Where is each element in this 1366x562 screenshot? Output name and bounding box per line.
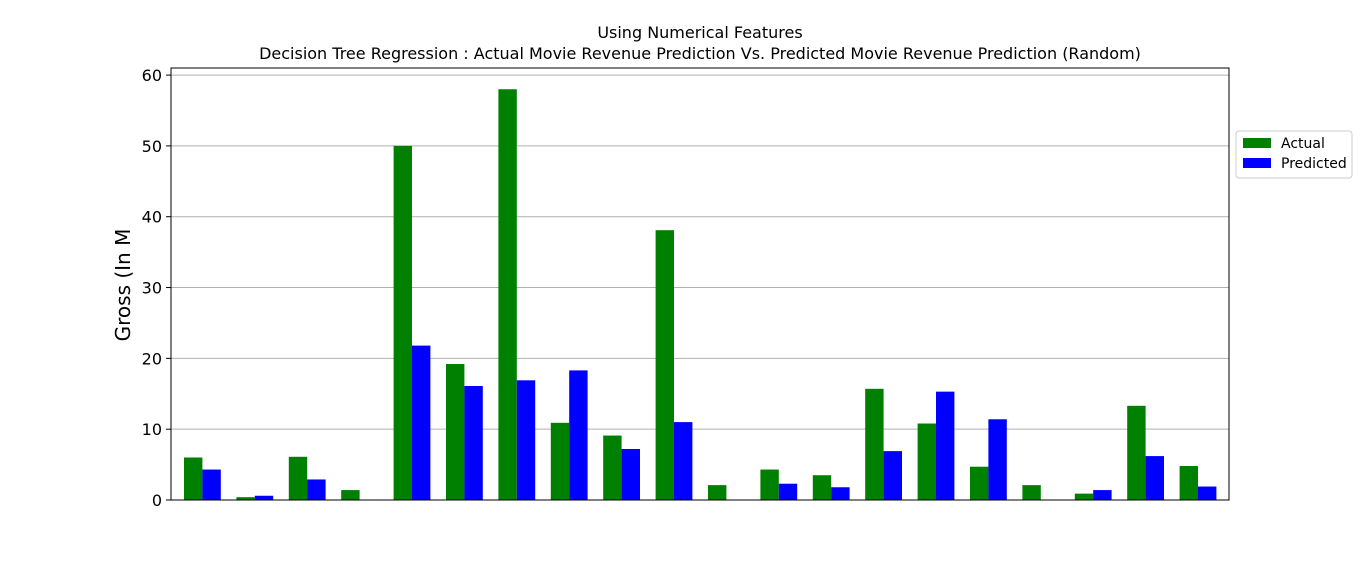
bar-predicted xyxy=(1198,486,1217,500)
y-tick-label: 10 xyxy=(142,420,162,439)
y-axis-ticks: 0 10 20 30 40 50 60 xyxy=(142,66,171,510)
legend-swatch xyxy=(1243,138,1271,148)
bar-predicted xyxy=(464,385,483,500)
y-tick-label: 0 xyxy=(152,491,162,510)
bar-predicted xyxy=(307,479,326,500)
bar-actual xyxy=(865,388,884,500)
bar-predicted xyxy=(988,419,1007,500)
bar-actual xyxy=(760,469,779,500)
bar-predicted xyxy=(831,487,850,500)
y-tick-label: 30 xyxy=(142,279,162,298)
bar-actual xyxy=(708,485,727,500)
y-axis-label: Gross (In M xyxy=(111,229,135,342)
bar-actual xyxy=(655,230,674,500)
bar-actual xyxy=(1179,466,1198,500)
bar-actual xyxy=(393,145,412,500)
bar-predicted xyxy=(254,495,274,500)
bar-predicted xyxy=(516,380,536,500)
chart-subtitle: Decision Tree Regression : Actual Movie … xyxy=(259,44,1141,63)
bar-actual xyxy=(917,423,936,500)
bar-actual xyxy=(498,89,517,500)
bar-predicted xyxy=(778,483,798,500)
bar-actual xyxy=(341,490,360,500)
legend-swatch xyxy=(1243,158,1271,168)
bar-predicted xyxy=(202,469,221,500)
y-tick-label: 60 xyxy=(142,66,162,85)
y-tick-label: 50 xyxy=(142,137,162,156)
bar-actual xyxy=(970,466,989,500)
y-tick-label: 40 xyxy=(142,208,162,227)
legend: Actual Predicted xyxy=(1235,130,1353,179)
bar-predicted xyxy=(412,345,431,500)
plot-frame xyxy=(170,67,1230,501)
bar-predicted xyxy=(883,451,902,500)
bars xyxy=(184,89,1217,500)
bar-actual xyxy=(1022,485,1041,500)
bar-actual xyxy=(1127,405,1146,500)
bar-actual xyxy=(812,475,832,500)
bar-predicted xyxy=(1093,490,1112,500)
bar-actual xyxy=(236,497,255,500)
legend-label: Predicted xyxy=(1281,156,1347,172)
bar-actual xyxy=(603,435,622,500)
bar-actual xyxy=(1074,493,1094,500)
bar-predicted xyxy=(936,391,955,500)
bar-actual xyxy=(446,364,465,500)
legend-label: Actual xyxy=(1281,136,1325,152)
bar-predicted xyxy=(1145,456,1164,500)
bar-actual xyxy=(184,457,203,500)
grid-lines xyxy=(171,74,1229,501)
bar-predicted xyxy=(621,449,640,500)
bar-predicted xyxy=(674,422,693,500)
bar-actual xyxy=(288,456,308,500)
y-tick-label: 20 xyxy=(142,349,162,368)
chart-title: Using Numerical Features xyxy=(597,23,802,42)
bar-predicted xyxy=(569,370,588,500)
bar-actual xyxy=(550,422,570,500)
